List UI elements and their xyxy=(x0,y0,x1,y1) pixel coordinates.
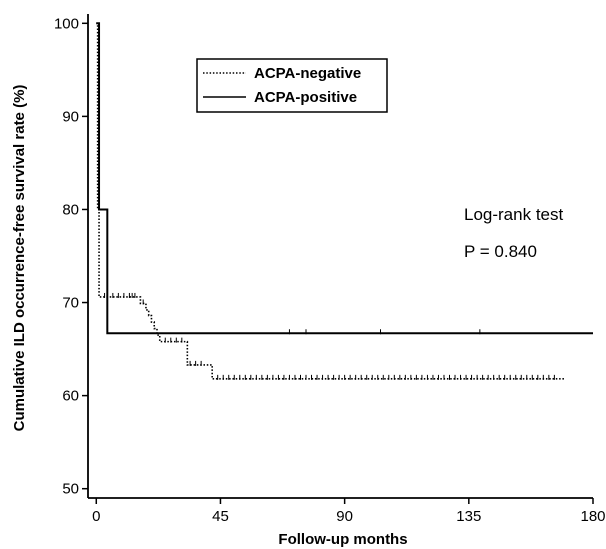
axis-ticks: 50 60 70 80 90 100 0 45 90 135 180 xyxy=(54,15,606,525)
y-axis-title: Cumulative ILD occurrence-free survival … xyxy=(11,85,28,432)
annotation-test-name: Log-rank test xyxy=(464,205,563,224)
y-tick-label-60: 60 xyxy=(62,388,79,405)
x-tick-label-0: 0 xyxy=(92,508,100,525)
y-tick-label-70: 70 xyxy=(62,295,79,312)
x-tick-label-135: 135 xyxy=(456,508,481,525)
annotation-p-value: P = 0.840 xyxy=(464,242,537,261)
y-tick-label-90: 90 xyxy=(62,108,79,125)
y-tick-label-80: 80 xyxy=(62,201,79,218)
x-axis-title: Follow-up months xyxy=(278,531,407,548)
series-line-acpa-positive xyxy=(96,22,593,335)
legend-box xyxy=(196,58,388,113)
y-tick-label-50: 50 xyxy=(62,481,79,498)
series-line-acpa-negative xyxy=(96,22,566,380)
legend: ACPA-negative ACPA-positive xyxy=(196,58,388,113)
y-tick-label-100: 100 xyxy=(54,15,79,32)
legend-label-acpa-negative: ACPA-negative xyxy=(254,65,361,82)
axes xyxy=(87,14,593,499)
legend-label-acpa-positive: ACPA-positive xyxy=(254,89,357,106)
x-tick-label-90: 90 xyxy=(336,508,353,525)
x-tick-label-45: 45 xyxy=(212,508,229,525)
x-tick-label-180: 180 xyxy=(580,508,605,525)
series-layer xyxy=(96,22,593,380)
